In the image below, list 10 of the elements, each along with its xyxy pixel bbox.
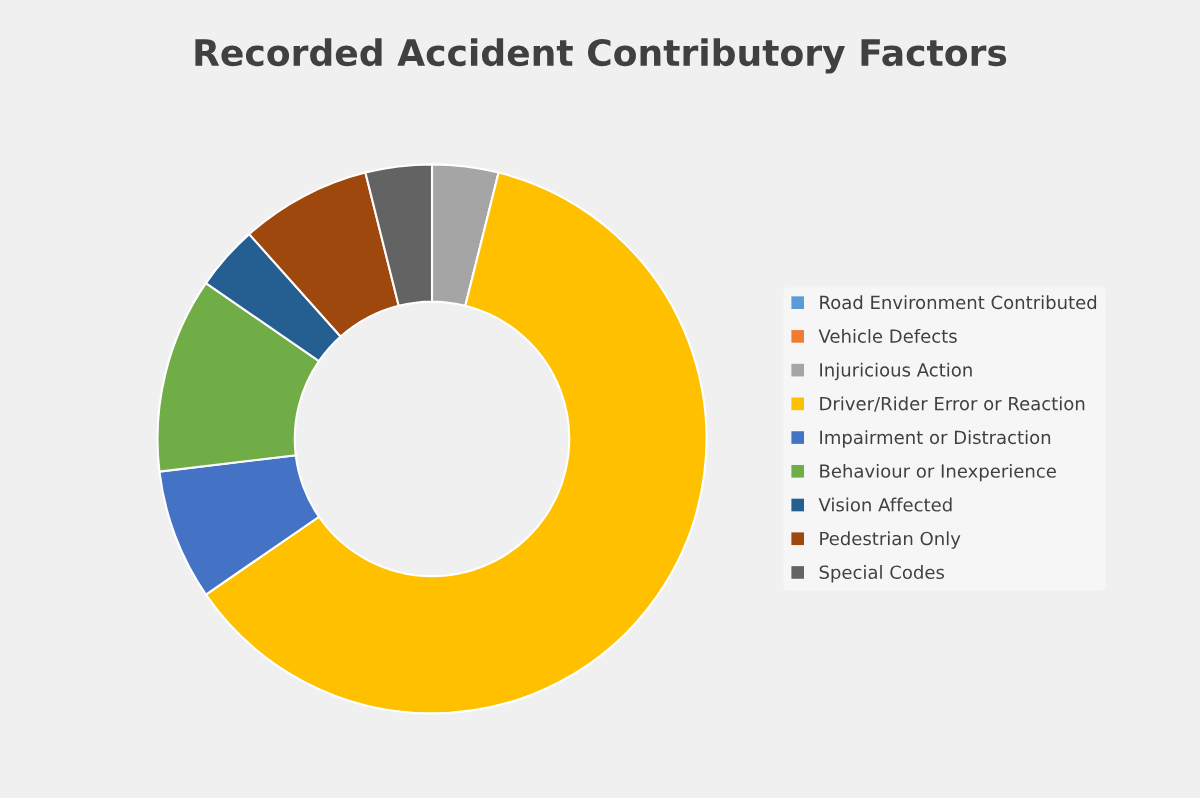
legend-label: Vision Affected: [818, 497, 952, 512]
chart-title: Recorded Accident Contributory Factors: [195, 38, 1007, 74]
legend-label: Impairment or Distraction: [820, 430, 1051, 448]
legend-label: Pedestrian Only: [820, 531, 961, 549]
legend-label: Driver/Rider Error or Reaction: [820, 396, 1085, 412]
legend-label: Vehicle Defects: [818, 328, 957, 343]
legend-label: Road Environment Contributed: [820, 295, 1097, 310]
legend-label: Injuricious Action: [820, 362, 972, 381]
legend-label: Special Codes: [819, 565, 945, 583]
legend-label: Behaviour or Inexperience: [820, 463, 1056, 482]
